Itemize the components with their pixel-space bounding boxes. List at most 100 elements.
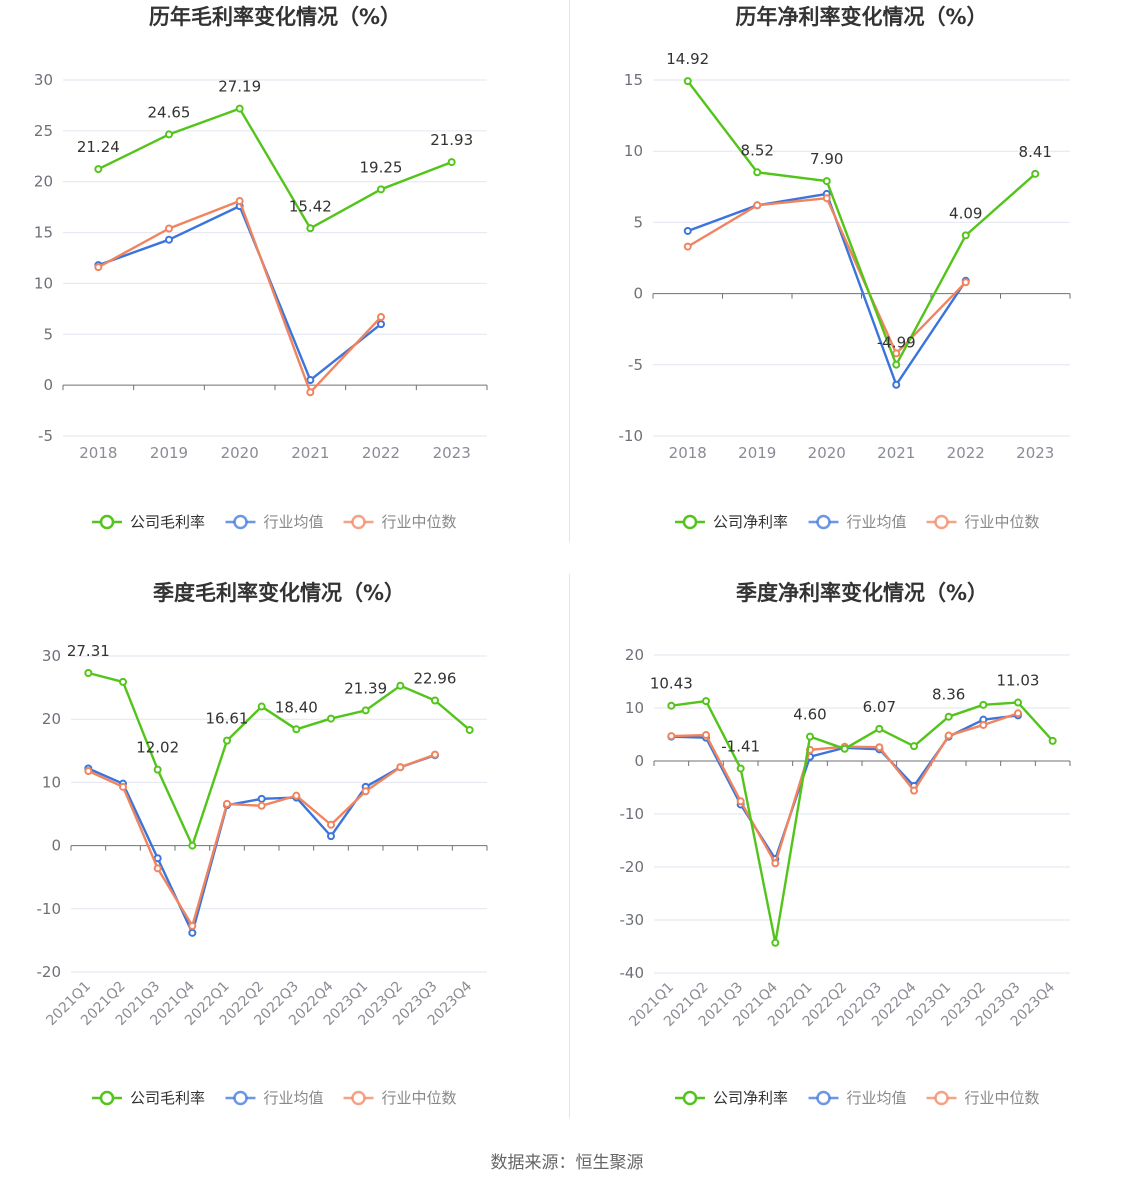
- data-point-company[interactable]: [736, 764, 745, 773]
- data-point-median[interactable]: [188, 921, 197, 930]
- data-point-company[interactable]: [944, 712, 953, 721]
- data-point-company[interactable]: [119, 677, 127, 686]
- legend-item-company[interactable]: 公司净利率: [675, 513, 788, 531]
- data-point-avg[interactable]: [683, 226, 692, 235]
- data-point-company[interactable]: [822, 177, 831, 186]
- data-point-median[interactable]: [702, 731, 710, 740]
- data-point-company[interactable]: [910, 742, 918, 751]
- data-point-company[interactable]: [979, 700, 988, 709]
- data-point-median[interactable]: [257, 801, 266, 810]
- data-point-company[interactable]: [165, 130, 173, 139]
- data-point-company[interactable]: [377, 185, 385, 194]
- data-point-median[interactable]: [361, 787, 370, 796]
- data-point-median[interactable]: [944, 731, 953, 740]
- data-point-median[interactable]: [223, 799, 231, 808]
- legend-item-median[interactable]: 行业中位数: [343, 513, 457, 531]
- data-point-median[interactable]: [94, 263, 103, 272]
- data-point-median[interactable]: [153, 864, 162, 873]
- data-point-company[interactable]: [94, 165, 103, 174]
- data-point-company[interactable]: [702, 697, 710, 706]
- svg-text:公司毛利率: 公司毛利率: [130, 513, 205, 531]
- legend-item-median[interactable]: 行业中位数: [926, 513, 1040, 531]
- data-point-company[interactable]: [361, 706, 370, 715]
- data-point-median[interactable]: [396, 763, 405, 772]
- data-point-company[interactable]: [840, 744, 849, 753]
- legend-item-avg[interactable]: 行业均值: [225, 1089, 324, 1107]
- data-point-company[interactable]: [961, 231, 970, 240]
- y-tick-label: -10: [620, 805, 645, 823]
- series-line-median: [97, 199, 382, 394]
- data-point-median[interactable]: [292, 791, 301, 800]
- chart-title: 季度毛利率变化情况（%）: [153, 581, 405, 605]
- data-point-median[interactable]: [910, 786, 918, 795]
- svg-text:行业中位数: 行业中位数: [382, 1089, 457, 1107]
- data-point-company[interactable]: [223, 736, 231, 745]
- data-point-median[interactable]: [667, 732, 676, 741]
- data-point-company[interactable]: [235, 104, 244, 113]
- data-point-company[interactable]: [771, 938, 780, 947]
- data-point-company[interactable]: [892, 360, 901, 369]
- legend-item-median[interactable]: 行业中位数: [926, 1089, 1040, 1107]
- legend-item-company[interactable]: 公司毛利率: [92, 1089, 205, 1107]
- data-point-company[interactable]: [306, 224, 315, 233]
- data-point-company[interactable]: [1014, 698, 1022, 707]
- data-point-company[interactable]: [431, 696, 439, 705]
- data-point-company[interactable]: [153, 765, 162, 774]
- data-point-avg[interactable]: [306, 376, 315, 385]
- legend-item-avg[interactable]: 行业均值: [225, 513, 324, 531]
- svg-text:行业均值: 行业均值: [264, 513, 324, 531]
- data-point-company[interactable]: [396, 681, 405, 690]
- data-label: 7.90: [810, 150, 843, 168]
- data-point-company[interactable]: [667, 701, 676, 710]
- data-point-median[interactable]: [431, 750, 439, 759]
- legend-item-company[interactable]: 公司净利率: [675, 1089, 788, 1107]
- data-point-avg[interactable]: [377, 320, 385, 329]
- svg-text:公司净利率: 公司净利率: [713, 1089, 788, 1107]
- y-tick-label: -10: [619, 427, 644, 445]
- data-point-avg[interactable]: [188, 928, 197, 937]
- data-point-company[interactable]: [1031, 169, 1040, 178]
- data-point-median[interactable]: [753, 201, 762, 210]
- data-point-median[interactable]: [1014, 709, 1022, 718]
- data-point-median[interactable]: [327, 820, 335, 829]
- data-point-company[interactable]: [292, 725, 301, 734]
- data-point-median[interactable]: [771, 859, 780, 868]
- data-point-median[interactable]: [119, 782, 127, 791]
- quarterly-net-margin-chart: 季度净利率变化情况（%） -40 -30 -20 -10 0 10 20 2021Q1 2021Q…: [569, 572, 1134, 1117]
- data-point-avg[interactable]: [165, 235, 173, 244]
- data-point-company[interactable]: [257, 702, 266, 711]
- data-point-company[interactable]: [447, 158, 456, 167]
- legend-item-median[interactable]: 行业中位数: [343, 1089, 457, 1107]
- data-point-company[interactable]: [683, 77, 692, 86]
- x-tick-label: 2020: [221, 444, 259, 462]
- data-label: 18.40: [275, 698, 318, 716]
- data-point-median[interactable]: [306, 388, 315, 397]
- data-point-median[interactable]: [165, 224, 173, 233]
- data-point-company[interactable]: [188, 841, 197, 850]
- legend-item-avg[interactable]: 行业均值: [808, 1089, 907, 1107]
- data-point-company[interactable]: [465, 725, 474, 734]
- data-point-company[interactable]: [875, 724, 884, 733]
- data-point-median[interactable]: [736, 797, 745, 806]
- annual-net-margin-chart: 历年净利率变化情况（%） -10 -5 0 5 10 15 2018 2019 2020 2021 2…: [569, 0, 1134, 545]
- data-point-avg[interactable]: [327, 832, 335, 841]
- data-point-median[interactable]: [979, 720, 988, 729]
- data-point-median[interactable]: [961, 278, 970, 287]
- y-tick-label: -5: [628, 356, 643, 374]
- data-point-median[interactable]: [235, 197, 244, 206]
- legend-item-company[interactable]: 公司毛利率: [92, 513, 205, 531]
- data-point-median[interactable]: [822, 194, 831, 203]
- data-point-median[interactable]: [377, 312, 385, 321]
- data-point-avg[interactable]: [153, 854, 162, 863]
- data-point-company[interactable]: [806, 732, 814, 741]
- data-point-median[interactable]: [875, 743, 884, 752]
- data-point-company[interactable]: [753, 168, 762, 177]
- data-point-avg[interactable]: [892, 380, 901, 389]
- data-point-company[interactable]: [327, 714, 335, 723]
- data-point-median[interactable]: [683, 242, 692, 251]
- legend-item-avg[interactable]: 行业均值: [808, 513, 907, 531]
- data-point-company[interactable]: [1048, 736, 1057, 745]
- data-point-avg[interactable]: [257, 794, 266, 803]
- data-point-median[interactable]: [84, 767, 93, 776]
- data-point-company[interactable]: [84, 669, 93, 678]
